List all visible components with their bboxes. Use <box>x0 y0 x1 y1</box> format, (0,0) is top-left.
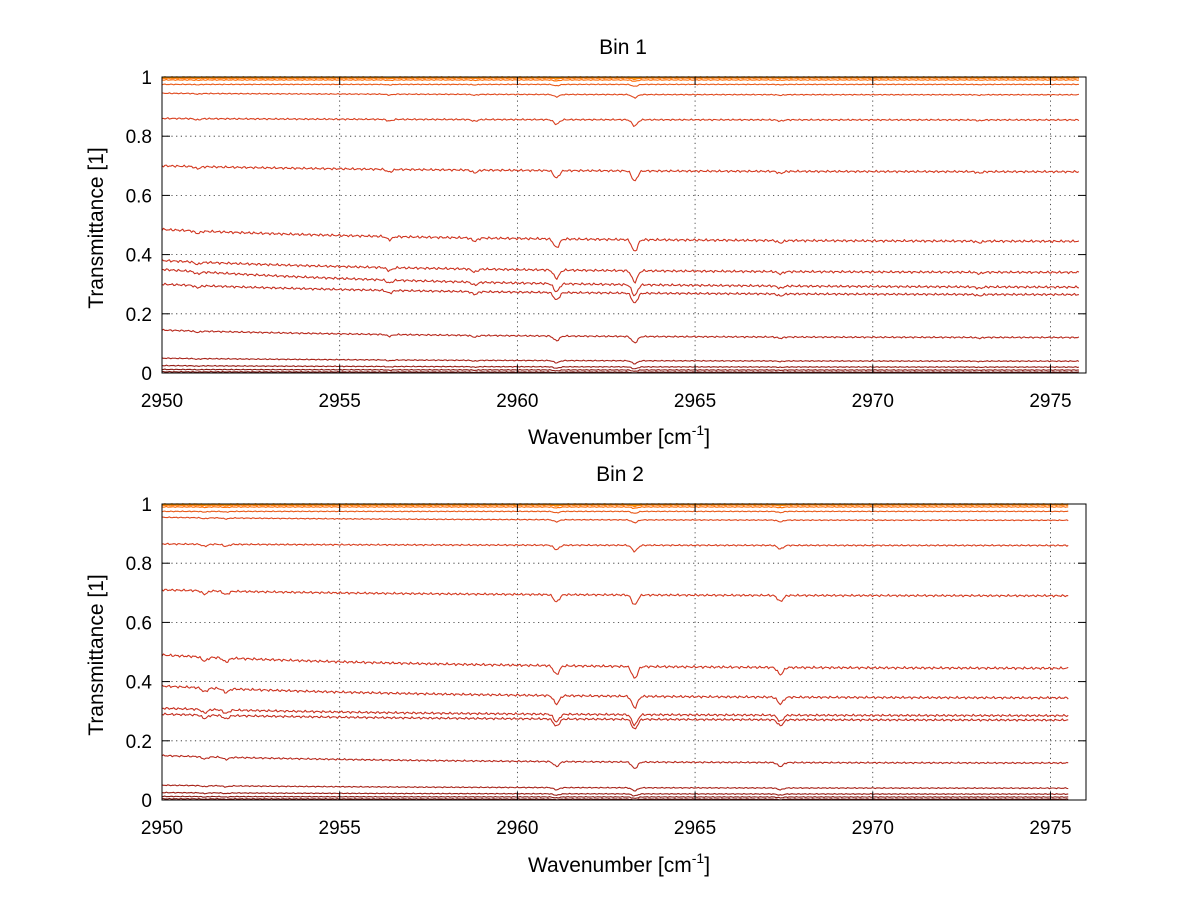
bin-2-spectrum-line-11 <box>161 706 1069 727</box>
bin-1-xlabel-end: ] <box>704 426 710 449</box>
bin-1-spectrum-line-15 <box>161 364 1080 370</box>
bin-1-xtick-label: 2970 <box>852 391 894 412</box>
bin-1-spectrum-line-9 <box>161 227 1080 252</box>
bin-1-spectrum-line-12 <box>161 282 1079 304</box>
bin-1-xlabel-main: Wavenumber [cm <box>528 426 692 449</box>
bin-2-spectrum-line-9 <box>161 653 1069 679</box>
bin-2-xtick-label: 2955 <box>319 818 361 839</box>
bin-1-grid <box>162 76 1086 373</box>
bin-2-series <box>161 503 1069 801</box>
bin-1-spectrum-line-8 <box>161 164 1080 182</box>
bin-2-xlabel: Wavenumber [cm-1] <box>528 850 710 877</box>
bin-2-spectrum-line-6 <box>161 516 1069 524</box>
bin-2-spectrum-line-14 <box>161 784 1069 792</box>
bin-2-spectrum-line-4 <box>161 505 1069 509</box>
bin-1-ytick-label: 0.8 <box>126 127 152 148</box>
bin-2-xtick-label: 2970 <box>852 818 894 839</box>
bin-2-spectrum-line-8 <box>161 588 1069 605</box>
bin-1-title: Bin 1 <box>599 36 647 59</box>
bin-1-xtick-label: 2950 <box>141 391 183 412</box>
bin-2-xtick-label: 2965 <box>674 818 716 839</box>
bin-2-panel: Bin 2 2950 2955 2960 2965 2970 2975 0 0.2 0.4 0.6… <box>85 463 1087 877</box>
bin-2-ytick-label: 0.2 <box>126 732 152 753</box>
bin-2-spectrum-line-3 <box>161 504 1069 508</box>
bin-1-spectrum-line-17 <box>161 370 1080 374</box>
bin-1-spectrum-line-14 <box>161 357 1080 365</box>
bin-2-spectrum-line-16 <box>161 795 1069 799</box>
bin-2-xtick-label: 2975 <box>1029 818 1071 839</box>
bin-2-grid <box>162 503 1086 800</box>
bin-2-ytick-label: 0 <box>141 791 152 812</box>
bin-1-axes-box <box>161 76 1087 374</box>
bin-2-ytick-label: 1 <box>141 495 152 516</box>
bin-2-xlabel-main: Wavenumber [cm <box>528 854 692 877</box>
bin-2-spectrum-line-2 <box>161 503 1069 507</box>
bin-2-spectrum-line-12 <box>161 712 1069 730</box>
bin-1-spectrum-line-11 <box>161 268 1080 297</box>
bin-2-spectrum-line-15 <box>161 791 1069 797</box>
bin-1-spectrum-line-6 <box>161 92 1080 99</box>
bin-1-xtick-label: 2960 <box>496 391 538 412</box>
bin-2-ytick-label: 0.4 <box>126 673 153 694</box>
bin-2-ytick-label: 0.8 <box>126 554 152 575</box>
bin-1-xtick-label: 2965 <box>674 391 716 412</box>
bin-1-spectrum-line-16 <box>161 368 1079 372</box>
bin-2-ylabel: Transmittance [1] <box>85 574 108 735</box>
bin-2-xtick-label: 2960 <box>496 818 538 839</box>
bin-2-spectrum-line-17 <box>161 797 1069 801</box>
bin-2-spectrum-line-13 <box>161 754 1069 769</box>
bin-2-axes-box <box>161 503 1087 801</box>
bin-1-ytick-label: 0.4 <box>126 246 153 267</box>
bin-1-ticks: 2950 2955 2960 2965 2970 2975 0 0.2 0.4 0.6 0.8 1 <box>126 68 1086 412</box>
bin-2-title: Bin 2 <box>596 463 644 486</box>
bin-1-ytick-label: 0.6 <box>126 186 152 207</box>
bin-1-ylabel: Transmittance [1] <box>85 147 108 308</box>
bin-1-ytick-label: 0.2 <box>126 305 152 326</box>
bin-1-xtick-label: 2955 <box>319 391 361 412</box>
bin-1-panel: Bin 1 2950 2955 2960 2965 2970 2975 0 0.2 0.4 0.6… <box>85 36 1087 449</box>
bin-2-spectrum-line-10 <box>161 684 1069 709</box>
bin-1-series <box>161 76 1080 374</box>
bin-1-spectrum-line-10 <box>161 259 1080 284</box>
bin-1-spectrum-line-13 <box>161 328 1080 344</box>
bin-1-spectrum-line-5 <box>161 83 1079 87</box>
bin-1-ytick-label: 1 <box>141 68 152 89</box>
bin-1-xlabel-sup: -1 <box>692 422 705 438</box>
bin-2-spectrum-line-7 <box>161 542 1069 553</box>
bin-2-ytick-label: 0.6 <box>126 613 152 634</box>
bin-1-spectrum-line-7 <box>161 117 1080 127</box>
bin-2-spectrum-line-5 <box>161 510 1069 514</box>
bin-1-xlabel: Wavenumber [cm-1] <box>528 422 710 449</box>
bin-2-xlabel-end: ] <box>704 854 710 877</box>
bin-2-xlabel-sup: -1 <box>692 850 705 866</box>
bin-2-xtick-label: 2950 <box>141 818 183 839</box>
bin-1-spectrum-line-4 <box>161 78 1080 82</box>
bin-1-ytick-label: 0 <box>141 364 152 385</box>
bin-2-ticks: 2950 2955 2960 2965 2970 2975 0 0.2 0.4 0.6 0.8 1 <box>126 495 1086 839</box>
bin-1-xtick-label: 2975 <box>1029 391 1071 412</box>
bin-1-spectrum-line-3 <box>161 77 1080 81</box>
